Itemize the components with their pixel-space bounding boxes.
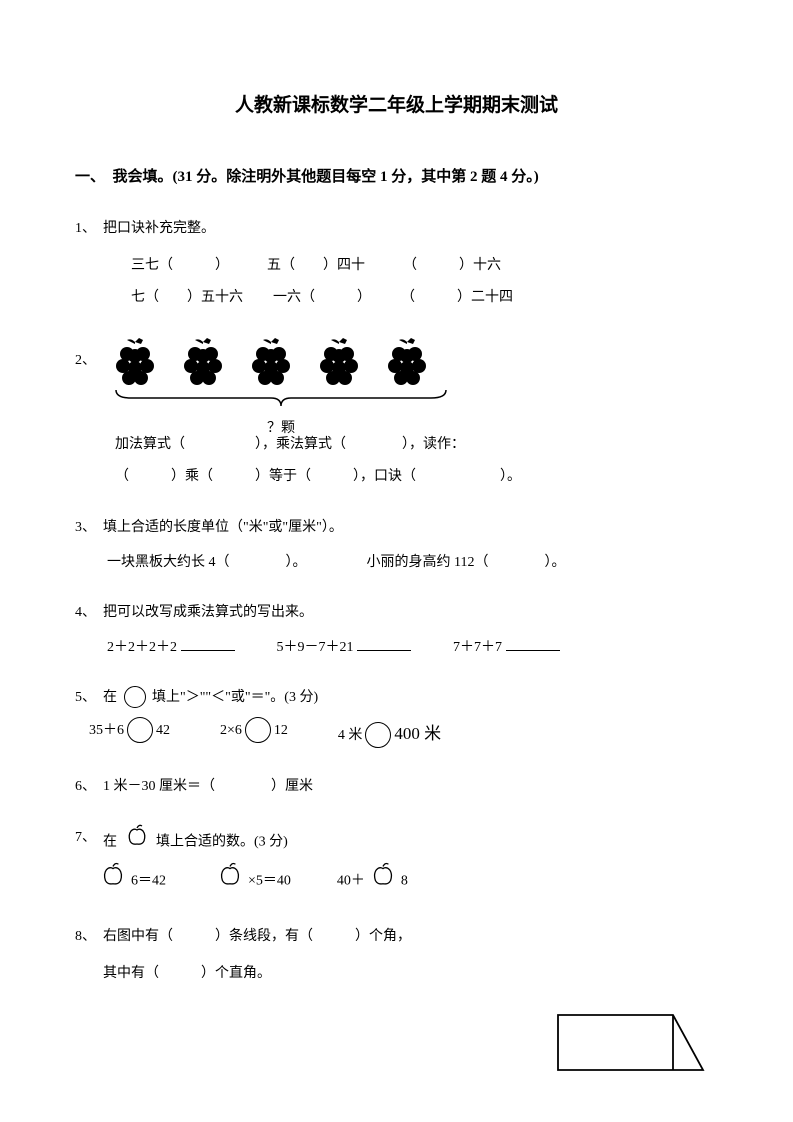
question-8: 8、 右图中有（ ）条线段，有（ ）个角， 其中有（ ）个直角。 [75,924,718,987]
apple-icon [124,823,150,858]
q1-r2a: 七（ ）五十六 [131,285,243,312]
q5-e2: 2×612 [220,718,288,750]
q5-num: 5、 [75,685,96,712]
question-3: 3、 填上合适的长度单位（"米"或"厘米"）。 一块黑板大约长 4（ ）。 小丽… [75,515,718,576]
grape-icon [247,336,295,388]
circle-icon [365,722,391,748]
q7-e3: 40＋8 [337,863,408,900]
q2-line2: （ ）乘（ ）等于（ ），口诀（ ）。 [115,469,521,484]
apple-icon [215,861,245,898]
grapes-row [103,336,431,388]
page-title: 人教新课标数学二年级上学期期末测试 [75,90,718,117]
brace-label: ？颗 [111,416,451,443]
q7-e2: ×5＝40 [212,863,291,900]
q3-label: 填上合适的长度单位（"米"或"厘米"）。 [103,520,343,535]
apple-icon [368,861,398,898]
brace: ？颗 [111,388,451,416]
apple-icon [98,861,128,898]
grape-icon [179,336,227,388]
q8-line2: 其中有（ ）个直角。 [103,966,271,981]
q7-e1: 6＝42 [95,863,166,900]
question-4: 4、 把可以改写成乘法算式的写出来。 2＋2＋2＋2 5＋9－7＋21 7＋7＋… [75,600,718,661]
q3-item2: 小丽的身高约 112（ ）。 [367,550,566,577]
q7-label-b: 填上合适的数。(3 分) [156,834,288,849]
q8-line1: 右图中有（ ）条线段，有（ ）个角， [103,929,411,944]
q7-num: 7、 [75,825,96,852]
q5-e3: 4 米400 米 [338,718,441,750]
grape-icon [383,336,431,388]
q1-label: 把口诀补充完整。 [103,221,215,236]
q4-num: 4、 [75,600,96,627]
question-7: 7、 在 填上合适的数。(3 分) 6＝42 ×5＝40 40＋8 [75,825,718,900]
question-5: 5、 在 填上"＞""＜"或"＝"。(3 分) 35＋642 2×612 4 米… [75,685,718,750]
q2-num: 2、 [75,348,103,375]
grape-icon [111,336,159,388]
q1-r2b: 一六（ ） [273,285,371,312]
q5-e1: 35＋642 [89,718,170,750]
q3-num: 3、 [75,515,96,542]
question-1: 1、 把口诀补充完整。 三七（ ） 五（ ）四十 （ ）十六 七（ ）五十六 一… [75,216,718,312]
q1-r2c: （ ）二十四 [401,285,513,312]
q4-e3: 7＋7＋7 [453,635,560,662]
q5-label-b: 填上"＞""＜"或"＝"。(3 分) [152,690,318,705]
q6-num: 6、 [75,774,96,801]
q5-label-a: 在 [103,690,117,705]
grape-icon [315,336,363,388]
circle-icon [124,686,146,708]
circle-icon [127,717,153,743]
geometry-figure [553,1010,708,1080]
q1-num: 1、 [75,216,96,243]
section-1-header: 一、 我会填。(31 分。除注明外其他题目每空 1 分，其中第 2 题 4 分。… [75,165,718,186]
q1-r1a: 三七（ ） [131,253,229,280]
q4-label: 把可以改写成乘法算式的写出来。 [103,605,313,620]
question-2: 2、 [75,336,718,491]
q4-e1: 2＋2＋2＋2 [107,635,235,662]
q3-item1: 一块黑板大约长 4（ ）。 [107,550,307,577]
q1-r1b: 五（ ）四十 [267,253,365,280]
circle-icon [245,717,271,743]
q1-r1c: （ ）十六 [403,253,501,280]
q6-text: 1 米－30 厘米＝（ ）厘米 [103,779,313,794]
question-6: 6、 1 米－30 厘米＝（ ）厘米 [75,774,718,801]
q4-e2: 5＋9－7＋21 [277,635,412,662]
q8-num: 8、 [75,924,96,951]
q7-label-a: 在 [103,834,117,849]
